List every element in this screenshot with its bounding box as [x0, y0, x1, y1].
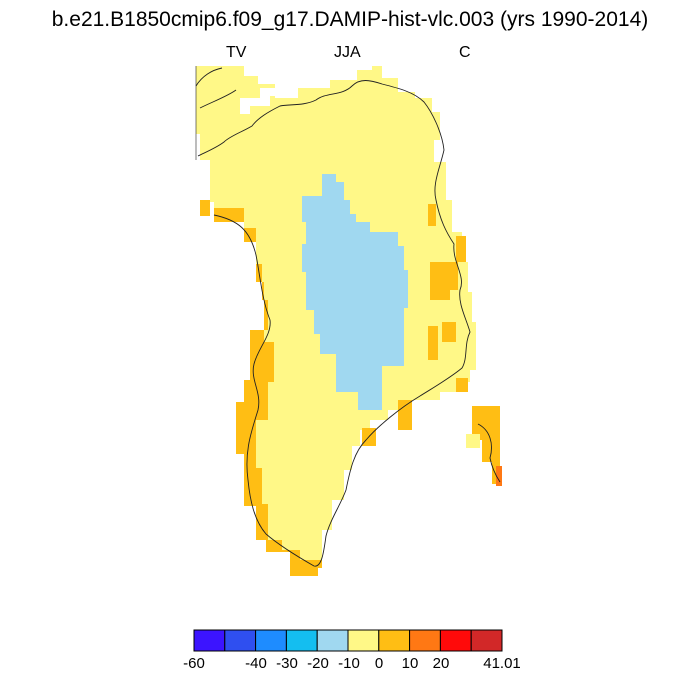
colorbar-box: [470, 629, 503, 652]
coastline: [195, 67, 501, 567]
colorbar-box: [439, 629, 472, 652]
colorbar-box: [255, 629, 287, 652]
colorbar-box: [409, 629, 441, 652]
colorbar-tick-label: 10: [401, 655, 419, 672]
units-label: C: [459, 44, 471, 61]
colorbar-tick-label: -20: [307, 655, 329, 672]
colorbar-tick-label: -10: [338, 655, 360, 672]
northwest-gap: [240, 88, 278, 114]
colorbar-tick-label: 0: [374, 655, 384, 672]
colorbar-tick-label: -60: [183, 655, 205, 672]
colorbar-tick-label: 41.01: [483, 655, 521, 672]
colorbar-box: [316, 629, 349, 652]
plot-title: b.e21.B1850cmip6.f09_g17.DAMIP-hist-vlc.…: [51, 8, 649, 31]
colorbar-box: [224, 629, 257, 652]
hot-spot: [496, 466, 502, 486]
colorbar-tick-label: -30: [276, 655, 298, 672]
colorbar-box: [347, 629, 380, 652]
colorbar-tick-label: -40: [245, 655, 267, 672]
colorbar-box: [285, 629, 318, 652]
colorbar-box: [193, 629, 226, 652]
season-label: JJA: [334, 44, 361, 61]
colorbar-box: [378, 629, 411, 652]
cold-interior-region: [302, 174, 408, 410]
colorbar-tick-label: 20: [432, 655, 450, 672]
warm-coastal-bands: [200, 200, 500, 576]
offshore-yellow-patches: [466, 434, 480, 448]
variable-label: TV: [226, 44, 247, 61]
